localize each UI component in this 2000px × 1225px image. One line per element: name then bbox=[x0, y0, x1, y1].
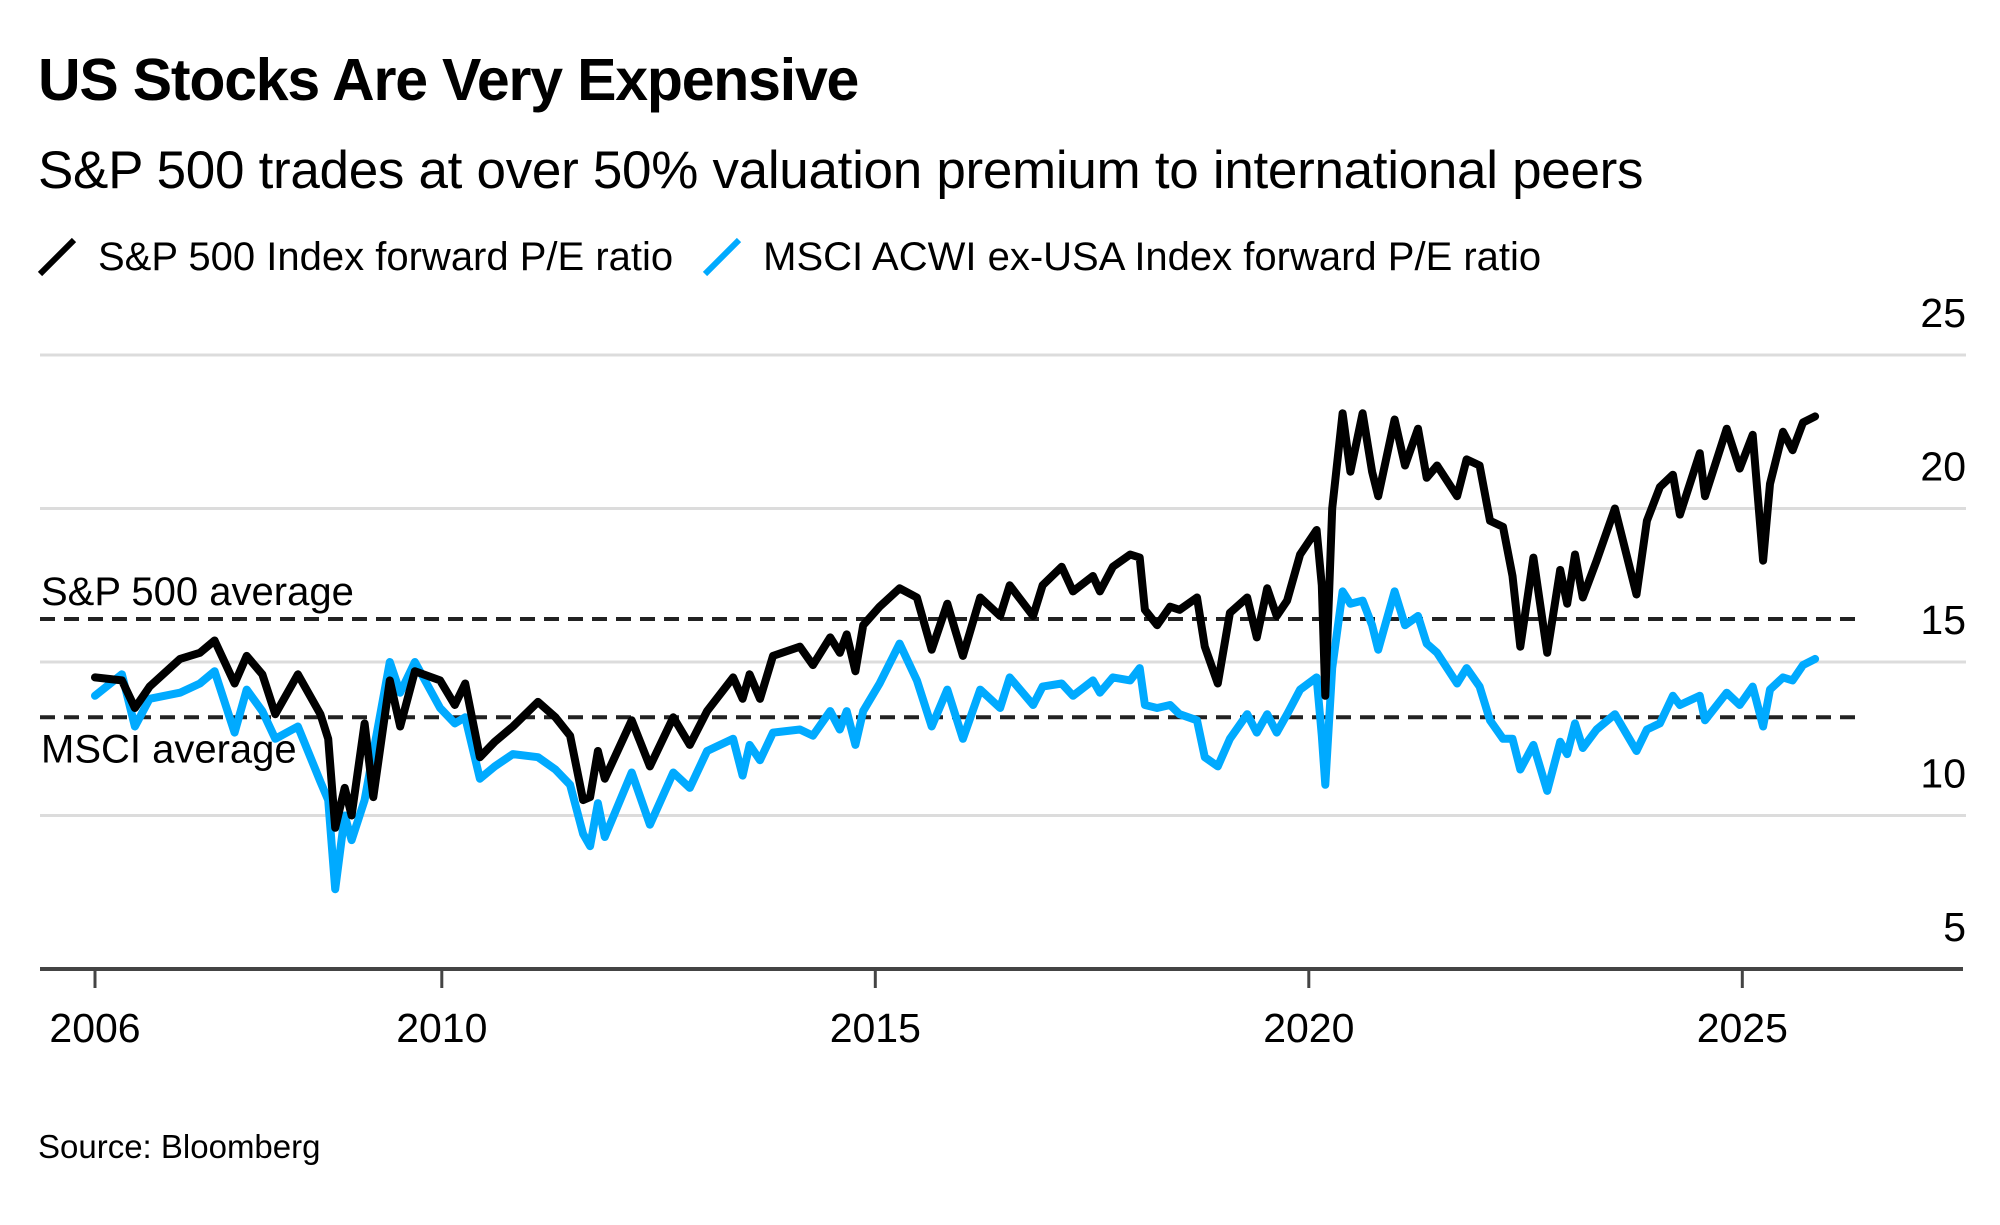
x-tick-label: 2020 bbox=[1263, 1005, 1354, 1051]
x-axis bbox=[40, 967, 1963, 988]
y-tick-label: 20 bbox=[1920, 444, 1966, 490]
x-tick-label: 2006 bbox=[49, 1005, 140, 1051]
reference-label: S&P 500 average bbox=[41, 570, 354, 614]
msci-line bbox=[91, 587, 1820, 894]
y-tick-label: 25 bbox=[1920, 290, 1966, 336]
source-note: Source: Bloomberg bbox=[38, 1128, 321, 1165]
chart-subtitle: S&P 500 trades at over 50% valuation pre… bbox=[38, 141, 1644, 200]
x-axis-labels: 2006 2010 2015 2020 2025 bbox=[49, 1005, 1788, 1051]
legend-item-sp500: S&P 500 Index forward P/E ratio bbox=[36, 235, 673, 280]
gridlines bbox=[40, 353, 1966, 817]
legend-item-msci: MSCI ACWI ex-USA Index forward P/E ratio bbox=[701, 235, 1541, 280]
reference-lines: S&P 500 average MSCI average bbox=[40, 570, 1864, 771]
sp500-line bbox=[91, 409, 1820, 832]
y-tick-label: 15 bbox=[1920, 597, 1966, 643]
x-tick-label: 2025 bbox=[1697, 1005, 1788, 1051]
diagonal-line-icon bbox=[37, 237, 77, 277]
chart-title: US Stocks Are Very Expensive bbox=[38, 47, 859, 113]
x-tick-label: 2015 bbox=[830, 1005, 921, 1051]
y-tick-label: 5 bbox=[1943, 904, 1966, 950]
y-axis-labels: 5 10 15 20 25 bbox=[1920, 290, 1966, 950]
y-tick-label: 10 bbox=[1920, 751, 1966, 797]
legend-label-sp500: S&P 500 Index forward P/E ratio bbox=[98, 234, 674, 279]
legend-label-msci: MSCI ACWI ex-USA Index forward P/E ratio bbox=[763, 234, 1542, 279]
x-tick-label: 2010 bbox=[396, 1005, 487, 1051]
diagonal-line-icon bbox=[703, 237, 742, 277]
reference-label: MSCI average bbox=[41, 727, 297, 771]
legend: S&P 500 Index forward P/E ratio MSCI ACW… bbox=[36, 232, 1569, 282]
series-lines bbox=[91, 409, 1820, 894]
